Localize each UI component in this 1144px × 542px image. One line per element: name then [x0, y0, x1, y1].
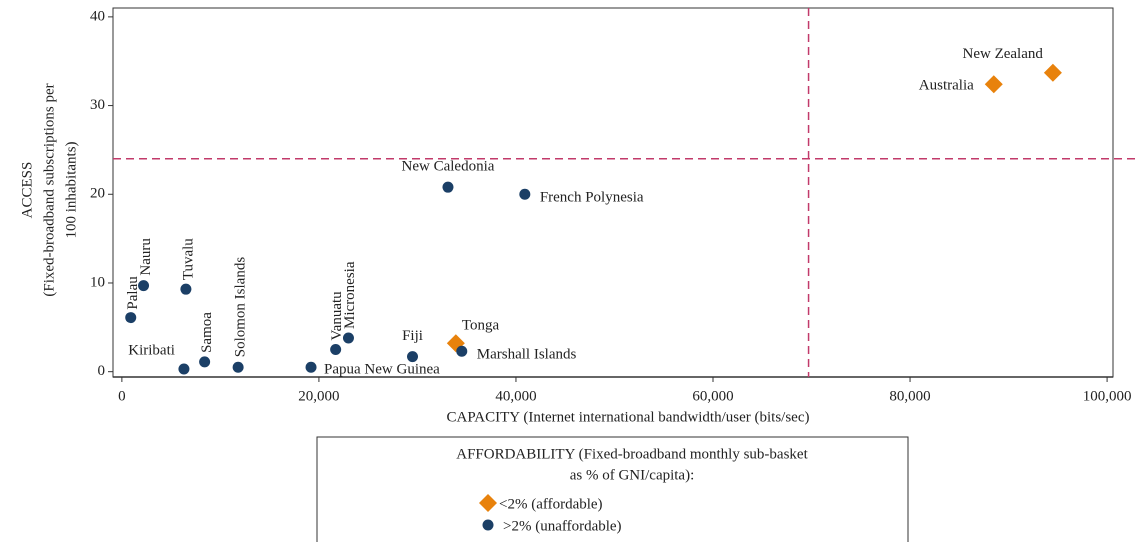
point-label: Nauru: [138, 238, 154, 276]
y-tick-label: 0: [98, 363, 106, 379]
y-axis-label: 100 inhabitants): [63, 141, 79, 238]
point: [984, 75, 1003, 94]
point-label: New Caledonia: [402, 159, 495, 175]
point-label: Tonga: [462, 318, 500, 334]
x-tick-label: 80,000: [889, 388, 930, 404]
point-label: Solomon Islands: [233, 257, 249, 358]
legend-title: AFFORDABILITY (Fixed-broadband monthly s…: [456, 446, 808, 462]
legend-title: as % of GNI/capita):: [570, 467, 695, 483]
point-label: Micronesia: [342, 261, 358, 329]
point-label: Kiribati: [128, 342, 175, 358]
point: [125, 312, 137, 324]
point-label: Papua New Guinea: [324, 362, 440, 378]
y-axis-label: (Fixed-broadband subscriptions per: [41, 83, 57, 296]
point-label: Palau: [125, 276, 141, 310]
x-tick-label: 40,000: [495, 388, 536, 404]
x-tick-label: 20,000: [298, 388, 339, 404]
point: [442, 181, 454, 193]
x-tick-label: 60,000: [692, 388, 733, 404]
point: [138, 280, 150, 292]
point-label: Marshall Islands: [477, 347, 577, 363]
y-tick-label: 30: [90, 97, 105, 113]
point: [305, 361, 317, 373]
point: [199, 356, 211, 368]
point: [342, 332, 354, 344]
point: [456, 345, 468, 357]
x-tick-label: 100,000: [1083, 388, 1132, 404]
point-label: Tuvalu: [180, 238, 196, 280]
point-label: Vanuatu: [329, 291, 345, 341]
legend-label: >2% (unaffordable): [503, 518, 622, 534]
point-label: French Polynesia: [540, 190, 644, 206]
y-tick-label: 10: [90, 274, 105, 290]
point: [1043, 63, 1062, 82]
point: [330, 344, 342, 356]
point: [232, 361, 244, 373]
legend-marker: [479, 494, 497, 512]
y-tick-label: 40: [90, 8, 105, 24]
y-tick-label: 20: [90, 186, 105, 202]
point: [519, 188, 531, 200]
x-axis-label: CAPACITY (Internet international bandwid…: [447, 409, 810, 425]
legend-box: [316, 436, 909, 542]
point-label: Fiji: [402, 328, 423, 344]
point: [178, 363, 190, 375]
point: [407, 351, 419, 363]
legend-label: <2% (affordable): [499, 496, 603, 512]
point-label: Australia: [919, 78, 974, 94]
point: [180, 283, 192, 295]
point-label: New Zealand: [963, 46, 1044, 62]
point-label: Samoa: [199, 312, 215, 353]
x-tick-label: 0: [118, 388, 126, 404]
y-axis-label: ACCESS: [19, 162, 35, 219]
legend-marker: [482, 519, 494, 531]
